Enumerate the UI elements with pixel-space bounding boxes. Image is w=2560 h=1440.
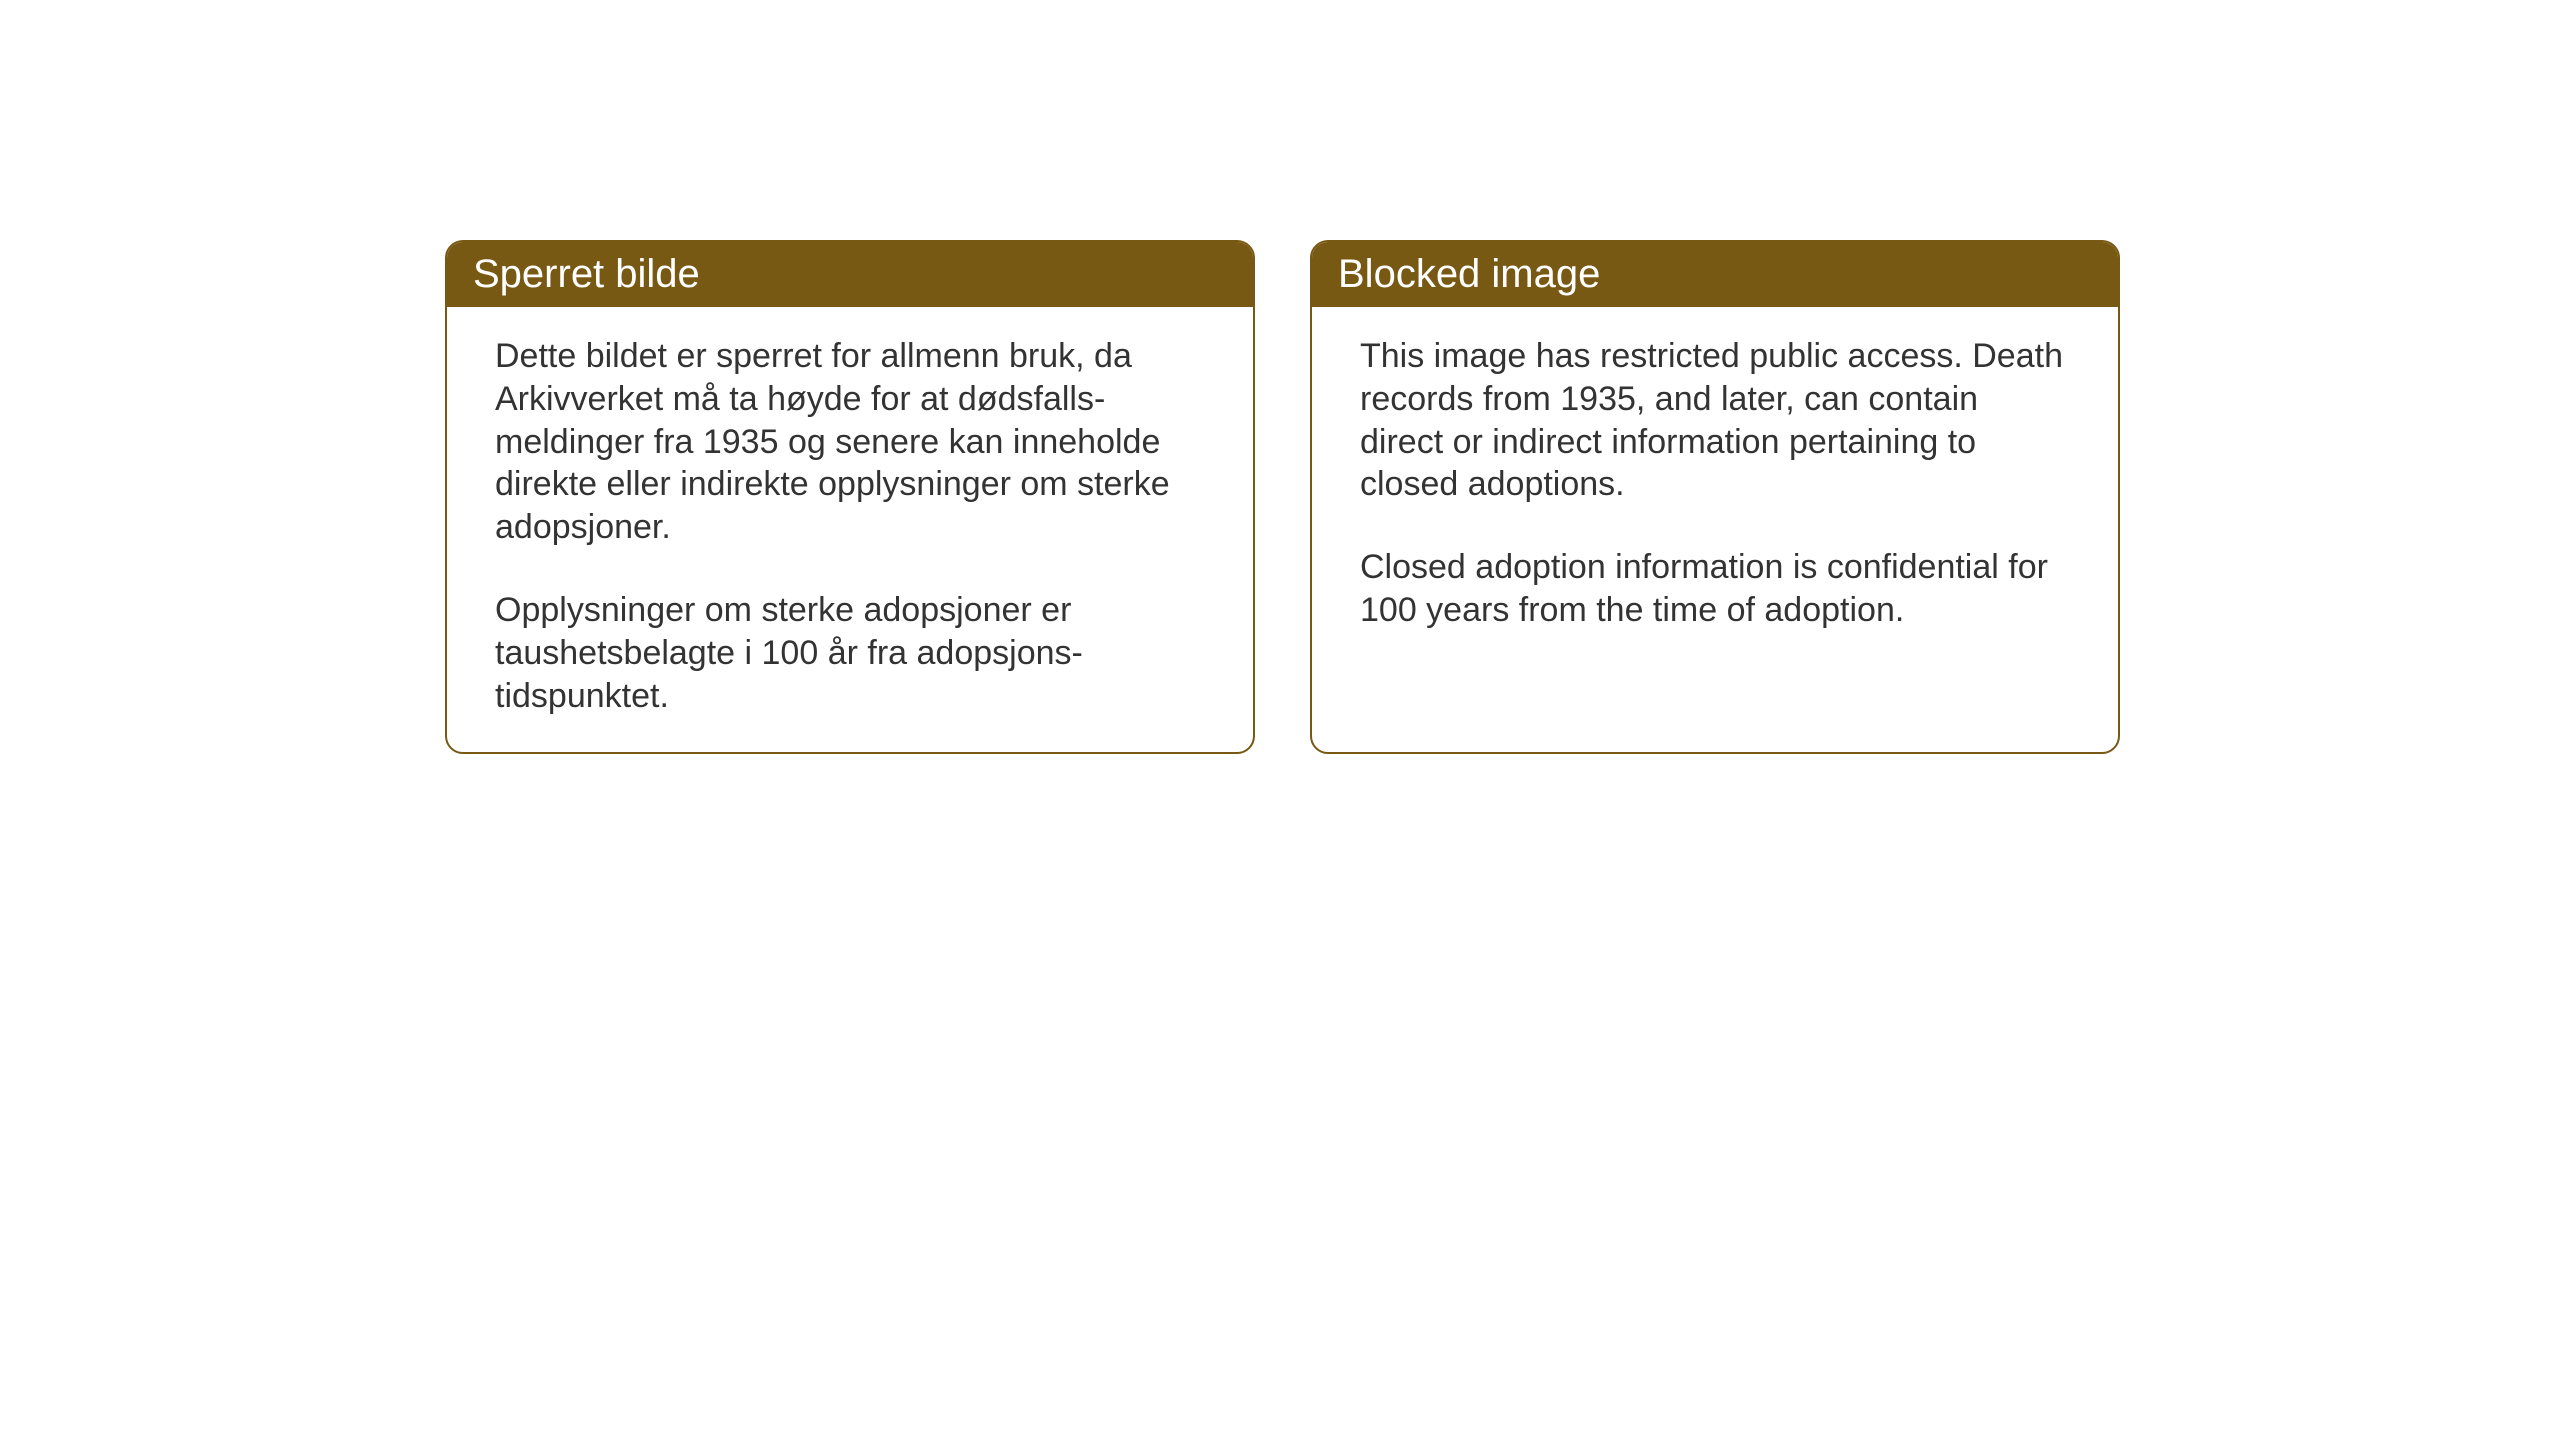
english-card-title: Blocked image: [1338, 252, 1600, 296]
norwegian-para1: Dette bildet er sperret for allmenn bruk…: [495, 335, 1205, 549]
norwegian-notice-card: Sperret bilde Dette bildet er sperret fo…: [445, 240, 1255, 754]
english-card-header: Blocked image: [1312, 242, 2118, 307]
norwegian-card-body: Dette bildet er sperret for allmenn bruk…: [447, 307, 1253, 754]
norwegian-para2: Opplysninger om sterke adopsjoner er tau…: [495, 589, 1205, 717]
norwegian-card-title: Sperret bilde: [473, 252, 700, 296]
english-card-body: This image has restricted public access.…: [1312, 307, 2118, 680]
english-para2: Closed adoption information is confident…: [1360, 546, 2070, 632]
english-para1: This image has restricted public access.…: [1360, 335, 2070, 506]
english-notice-card: Blocked image This image has restricted …: [1310, 240, 2120, 754]
norwegian-card-header: Sperret bilde: [447, 242, 1253, 307]
notice-cards-container: Sperret bilde Dette bildet er sperret fo…: [445, 240, 2120, 754]
